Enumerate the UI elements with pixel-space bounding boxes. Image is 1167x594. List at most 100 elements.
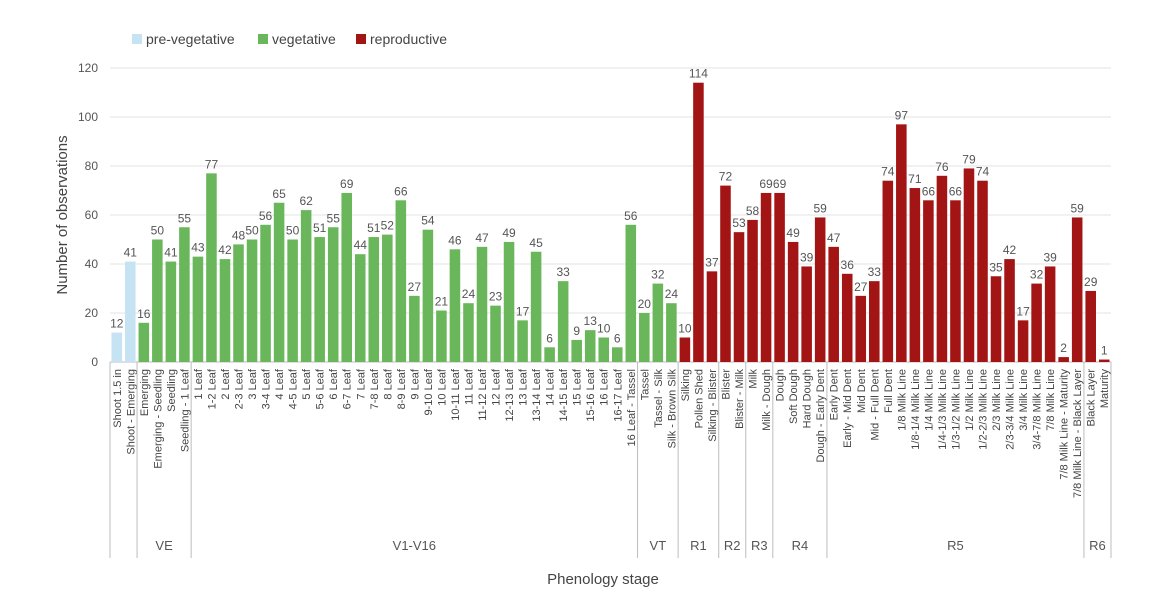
category-label: 12 Leaf xyxy=(491,368,503,406)
bar-value-label: 62 xyxy=(299,194,313,208)
category-label: Milk xyxy=(748,369,760,389)
bar xyxy=(814,217,826,362)
bar-value-label: 24 xyxy=(665,287,679,301)
bar xyxy=(1071,217,1083,362)
category-label: 16 Leaf - Tassel xyxy=(626,369,638,446)
bar-value-label: 71 xyxy=(908,172,922,186)
bar xyxy=(219,259,231,362)
category-label: 2/3 Milk Line xyxy=(991,369,1003,431)
category-label: Tassel - Silk xyxy=(653,369,665,428)
category-label: 10 Leaf xyxy=(436,368,448,406)
category-label: 5-6 Leaf xyxy=(315,368,327,409)
category-label: Soft Dough xyxy=(788,369,800,424)
bar xyxy=(1044,266,1056,362)
category-label: 7-8 Leaf xyxy=(369,368,381,409)
bar xyxy=(652,283,664,362)
category-label: 1/4 Milk Line xyxy=(923,369,935,431)
bar xyxy=(855,295,867,362)
bar xyxy=(476,246,488,362)
category-label: 1/2 Milk Line xyxy=(964,369,976,431)
bar xyxy=(300,210,312,362)
category-label: Maturity xyxy=(1099,369,1111,409)
bar xyxy=(774,192,785,362)
category-label: Seedling xyxy=(166,369,178,412)
bar-value-label: 55 xyxy=(327,211,341,225)
bar-value-label: 39 xyxy=(1043,250,1057,264)
bar xyxy=(368,237,380,362)
category-label: 8 Leaf xyxy=(382,368,394,400)
category-label: 15 Leaf xyxy=(572,368,584,406)
bar xyxy=(990,276,1002,362)
category-label: Silking - Blister xyxy=(707,369,719,442)
bar-value-label: 42 xyxy=(1003,243,1017,257)
bar xyxy=(341,192,352,362)
category-label: 16 Leaf xyxy=(599,368,611,406)
y-tick-label: 100 xyxy=(78,110,98,124)
bar xyxy=(571,339,582,362)
bar-value-label: 6 xyxy=(546,331,553,345)
bar-value-label: 27 xyxy=(408,280,422,294)
bar-value-label: 43 xyxy=(191,241,205,255)
bar xyxy=(409,295,420,362)
category-label: Mid Dent xyxy=(856,369,868,413)
category-label: 6 Leaf xyxy=(328,368,340,400)
bar xyxy=(1017,320,1029,362)
bar-value-label: 97 xyxy=(895,108,909,122)
category-label: 4 Leaf xyxy=(274,368,286,400)
category-label: Full Dent xyxy=(883,369,895,413)
legend-label: vegetative xyxy=(272,31,336,47)
bar-value-label: 37 xyxy=(705,255,719,269)
bar xyxy=(206,173,217,362)
bar xyxy=(963,168,975,362)
bar xyxy=(896,124,907,362)
bar-value-label: 59 xyxy=(1071,201,1085,215)
bar xyxy=(923,200,934,362)
y-tick-label: 80 xyxy=(85,159,99,173)
bar-value-label: 20 xyxy=(638,297,652,311)
category-label: 14 Leaf xyxy=(545,368,557,406)
category-label: 1/2-2/3 Milk Line xyxy=(977,369,989,450)
category-label: 8-9 Leaf xyxy=(396,368,408,409)
y-tick-label: 0 xyxy=(91,355,98,369)
bar xyxy=(138,322,150,362)
bar xyxy=(760,192,772,362)
category-label: Emerging - Seedling xyxy=(152,369,164,469)
bar xyxy=(1058,357,1069,362)
bar-value-label: 12 xyxy=(110,317,124,331)
category-label: 2 Leaf xyxy=(220,368,232,400)
bar-value-label: 42 xyxy=(218,243,232,257)
bar-value-label: 55 xyxy=(178,211,192,225)
y-tick-label: 120 xyxy=(78,61,98,75)
bar-value-label: 54 xyxy=(421,214,435,228)
bar xyxy=(679,337,691,362)
bar-value-label: 45 xyxy=(529,236,543,250)
category-label: 5 Leaf xyxy=(301,368,313,400)
bar-value-label: 52 xyxy=(381,219,395,233)
y-axis-ticks: 0 20 40 60 80 100 120 xyxy=(78,61,98,369)
bar-value-label: 1 xyxy=(1101,344,1108,358)
legend-swatch xyxy=(356,34,366,44)
category-label: 3/4-7/8 Milk Line xyxy=(1032,369,1044,450)
y-tick-label: 60 xyxy=(85,208,99,222)
category-label: 1/8 Milk Line xyxy=(896,369,908,431)
bar xyxy=(152,239,163,362)
bar-value-label: 53 xyxy=(732,216,746,230)
bar xyxy=(584,330,596,362)
category-label: Emerging xyxy=(139,369,151,416)
bar xyxy=(557,281,569,362)
bar xyxy=(977,180,988,362)
bar xyxy=(1098,359,1110,362)
bar-value-label: 77 xyxy=(205,157,219,171)
bar xyxy=(449,249,461,362)
stage-label: R3 xyxy=(751,538,768,553)
bar xyxy=(382,234,393,362)
category-label: 1/4-1/3 Milk Line xyxy=(937,369,949,450)
category-label: 1/3-1/2 Milk Line xyxy=(950,369,962,450)
category-labels: Shoot 1.5 in Shoot - Emerging Emerging Emer… xyxy=(112,368,1111,498)
bar xyxy=(287,239,298,362)
bar-value-label: 9 xyxy=(573,324,580,338)
bar-value-label: 47 xyxy=(475,231,489,245)
bar xyxy=(517,320,528,362)
